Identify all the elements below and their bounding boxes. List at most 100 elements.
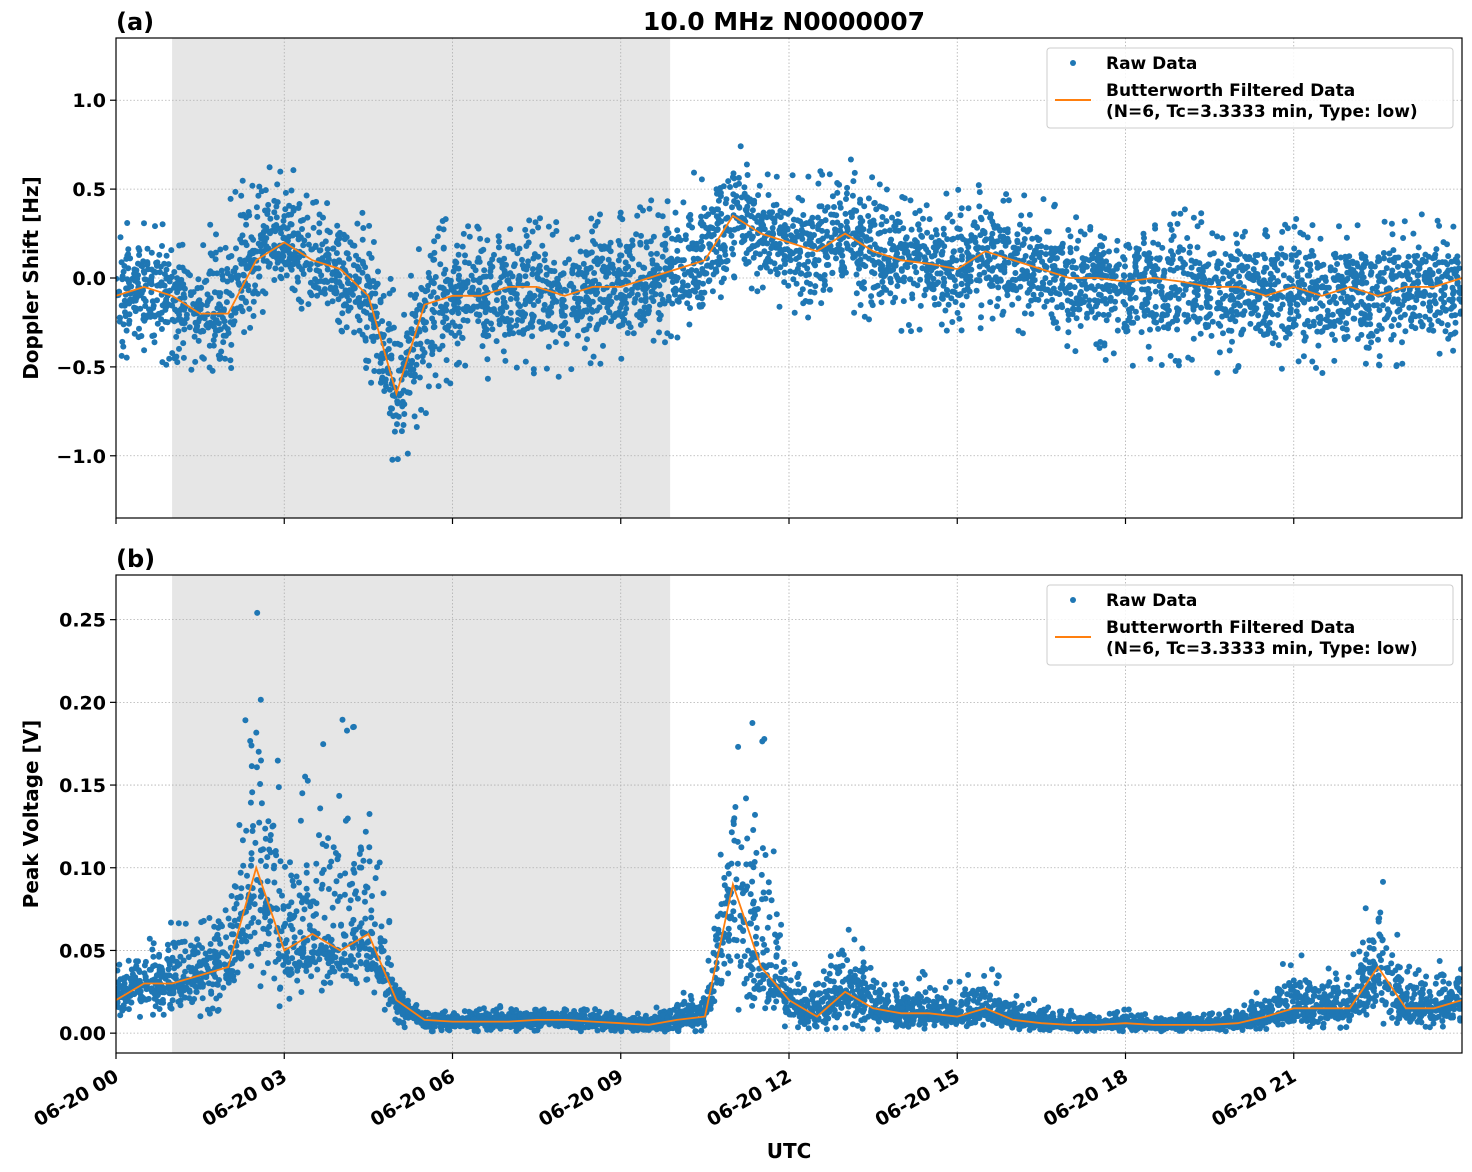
raw-data-point <box>1395 322 1402 329</box>
raw-data-point <box>372 284 379 290</box>
raw-data-point <box>758 214 765 220</box>
raw-data-point <box>796 261 803 268</box>
raw-data-point <box>1452 319 1459 326</box>
raw-data-point <box>1381 218 1388 225</box>
raw-data-point <box>728 232 735 239</box>
raw-data-point <box>429 347 436 354</box>
raw-data-point <box>1039 279 1046 286</box>
raw-data-point <box>1022 253 1029 259</box>
raw-data-point <box>743 161 750 168</box>
raw-data-point <box>1190 273 1197 280</box>
raw-data-point <box>769 229 776 236</box>
raw-data-point <box>581 345 588 352</box>
raw-data-point <box>664 198 671 205</box>
raw-data-point <box>149 333 156 339</box>
raw-data-point <box>746 230 753 237</box>
raw-data-point <box>1120 272 1127 279</box>
raw-data-point <box>464 280 471 286</box>
raw-data-point <box>1056 291 1063 298</box>
raw-data-point <box>1184 271 1191 277</box>
raw-data-point <box>1325 312 1332 319</box>
raw-data-point <box>1293 301 1300 308</box>
raw-data-point <box>294 274 301 281</box>
raw-data-point <box>400 387 407 394</box>
raw-data-point <box>1367 271 1374 278</box>
raw-data-point <box>1329 331 1336 338</box>
raw-data-point <box>629 255 636 262</box>
raw-data-point <box>1000 197 1007 204</box>
raw-data-point <box>1057 268 1064 275</box>
raw-data-point <box>439 333 446 340</box>
raw-data-point <box>989 315 996 322</box>
raw-data-point <box>955 234 961 241</box>
raw-data-point <box>474 258 481 265</box>
raw-data-point <box>198 302 205 309</box>
y-tick-label: 0.10 <box>59 858 106 880</box>
raw-data-point <box>394 456 401 463</box>
raw-data-point <box>952 299 959 305</box>
raw-data-point <box>1393 363 1400 370</box>
raw-data-point <box>607 239 614 246</box>
raw-data-point <box>282 206 289 213</box>
raw-data-point <box>148 249 155 256</box>
raw-data-point <box>1287 306 1294 313</box>
raw-data-point <box>432 372 439 379</box>
raw-data-point <box>522 301 529 308</box>
raw-data-point <box>191 310 197 317</box>
raw-data-point <box>1014 231 1021 238</box>
raw-data-point <box>168 273 175 280</box>
raw-data-point <box>213 231 219 238</box>
raw-data-point <box>1379 277 1385 284</box>
raw-data-point <box>256 819 263 826</box>
raw-data-point <box>725 178 732 185</box>
raw-data-point <box>754 270 761 277</box>
raw-data-point <box>583 307 590 314</box>
raw-data-point <box>904 248 911 255</box>
raw-data-point <box>413 361 420 368</box>
raw-data-point <box>180 340 187 347</box>
raw-data-point <box>1171 292 1178 298</box>
raw-data-point <box>1376 307 1383 314</box>
raw-data-point <box>1102 357 1109 363</box>
raw-data-point <box>1002 242 1009 249</box>
raw-data-point <box>613 294 620 301</box>
raw-data-point <box>197 962 204 969</box>
raw-data-point <box>1406 304 1413 311</box>
raw-data-point <box>519 256 525 263</box>
raw-data-point <box>857 256 864 263</box>
raw-data-point <box>1237 250 1243 257</box>
raw-data-point <box>1278 260 1285 267</box>
raw-data-point <box>902 262 909 269</box>
raw-data-point <box>815 226 822 232</box>
raw-data-point <box>1302 254 1309 261</box>
raw-data-point <box>306 266 313 273</box>
raw-data-point <box>316 229 323 236</box>
raw-data-point <box>584 295 591 302</box>
raw-data-point <box>1219 235 1226 242</box>
raw-data-point <box>602 299 609 306</box>
raw-data-point <box>413 291 420 298</box>
raw-data-point <box>238 938 245 945</box>
raw-data-point <box>186 995 193 1002</box>
raw-data-point <box>1331 267 1338 274</box>
raw-data-point <box>587 360 594 367</box>
raw-data-point <box>255 919 262 926</box>
raw-data-point <box>447 277 454 284</box>
raw-data-point <box>535 298 542 304</box>
raw-data-point <box>1288 252 1295 259</box>
raw-data-point <box>604 304 611 311</box>
raw-data-point <box>1420 300 1427 307</box>
raw-data-point <box>961 287 968 294</box>
raw-data-point <box>648 288 655 295</box>
raw-data-point <box>1190 302 1197 309</box>
raw-data-point <box>133 290 140 297</box>
raw-data-point <box>333 250 340 257</box>
raw-data-point <box>641 317 648 324</box>
raw-data-point <box>182 920 189 927</box>
raw-data-point <box>1245 274 1252 281</box>
raw-data-point <box>351 329 358 336</box>
raw-data-point <box>799 221 806 228</box>
raw-data-point <box>905 322 912 328</box>
raw-data-point <box>475 225 482 232</box>
raw-data-point <box>388 325 395 332</box>
